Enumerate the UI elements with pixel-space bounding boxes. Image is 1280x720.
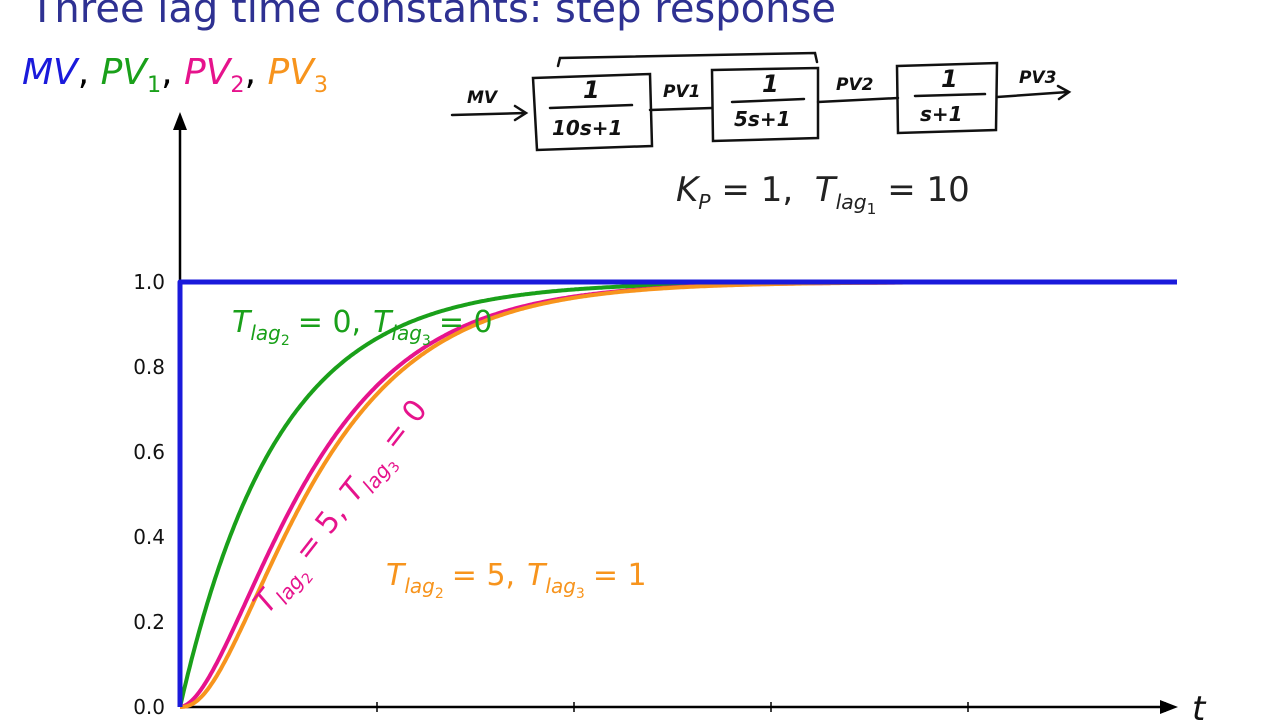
block-2-output-label: PV2 bbox=[836, 75, 873, 95]
legend-separator: , bbox=[77, 52, 90, 93]
axes bbox=[173, 112, 1178, 714]
block-2-numerator: 1 bbox=[762, 70, 779, 98]
block-1-denominator: 10s+1 bbox=[552, 116, 622, 140]
block-3-numerator: 1 bbox=[941, 65, 958, 93]
block-3-denominator: s+1 bbox=[920, 102, 963, 126]
block-3-fraction-bar bbox=[913, 92, 987, 98]
pv1-annotation: Tlag2= 0, Tlag3= 0 bbox=[232, 305, 493, 349]
block-2-denominator: 5s+1 bbox=[734, 107, 791, 131]
y-tick-label-5: 1.0 bbox=[133, 270, 165, 294]
feedback-bracket bbox=[556, 51, 819, 68]
block-1-numerator: 1 bbox=[583, 76, 600, 104]
pv3-annotation: Tlag2= 5, Tlag3= 1 bbox=[386, 558, 647, 602]
y-axis-arrowhead bbox=[173, 112, 187, 130]
block-diagram bbox=[450, 51, 1072, 152]
series-pv3-line bbox=[179, 280, 1156, 709]
block-diagram-text: MV 1 10s+1 PV1 1 5s+1 PV2 1 s+1 PV3 bbox=[467, 65, 1056, 140]
output-arrow-line bbox=[995, 90, 1070, 99]
block-1-output-label: PV1 bbox=[663, 82, 700, 102]
slide-title: Three lag time constants: step response bbox=[30, 0, 836, 32]
legend-pv1: PV1 bbox=[100, 52, 162, 99]
connector-1 bbox=[648, 106, 714, 112]
y-tick-label-4: 0.8 bbox=[133, 355, 165, 379]
y-tick-label-1: 0.2 bbox=[133, 610, 165, 634]
input-arrow-line bbox=[450, 111, 527, 117]
block-1-fraction-bar bbox=[548, 103, 634, 110]
y-tick-label-0: 0.0 bbox=[133, 695, 165, 719]
connector-2 bbox=[816, 96, 900, 104]
block-2-frame bbox=[710, 66, 820, 143]
legend: MV, PV1, PV2, PV3 bbox=[22, 52, 328, 98]
diagram-input-label: MV bbox=[467, 88, 499, 108]
x-axis-label: t bbox=[1192, 689, 1207, 720]
legend-mv: MV bbox=[22, 52, 78, 93]
legend-separator: , bbox=[161, 52, 173, 93]
series-pv1-line bbox=[178, 280, 1156, 708]
block-2-fraction-bar bbox=[730, 97, 806, 104]
parameters-label: KP = 1, Tlag1 = 10 bbox=[676, 170, 970, 218]
y-tick-label-2: 0.4 bbox=[133, 525, 165, 549]
series-mv-line bbox=[177, 279, 1177, 707]
legend-separator: , bbox=[244, 52, 257, 93]
block-3-output-label: PV3 bbox=[1019, 68, 1056, 88]
legend-pv2: PV2 bbox=[184, 52, 245, 99]
y-ticks: 0.0 0.2 0.4 0.6 0.8 1.0 bbox=[133, 270, 165, 719]
output-arrowhead bbox=[1056, 84, 1072, 101]
legend-pv3: PV3 bbox=[267, 52, 329, 99]
x-ticks bbox=[376, 702, 1166, 712]
block-3-frame bbox=[895, 61, 999, 135]
series-curves bbox=[177, 279, 1177, 709]
y-tick-label-3: 0.6 bbox=[133, 440, 165, 464]
input-arrowhead bbox=[513, 104, 529, 122]
block-1-frame bbox=[531, 72, 654, 152]
series-pv2-line bbox=[179, 280, 1156, 709]
x-axis-arrowhead bbox=[1160, 700, 1178, 714]
